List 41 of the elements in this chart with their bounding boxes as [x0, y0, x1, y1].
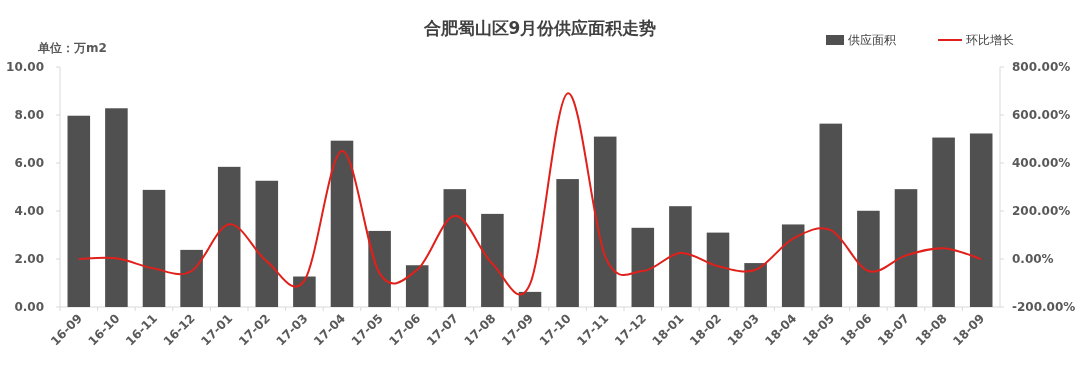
- bar: [481, 213, 504, 307]
- bar: [368, 230, 391, 307]
- bar: [293, 276, 316, 307]
- y2-tick-label: 400.00%: [1012, 156, 1071, 170]
- legend-label: 供应面积: [848, 33, 896, 47]
- bar: [932, 137, 955, 307]
- bar: [180, 249, 203, 307]
- bar: [443, 189, 467, 307]
- y-tick-label: 2.00: [14, 252, 44, 266]
- y2-tick-label: 0.00%: [1012, 252, 1054, 266]
- bar: [819, 123, 843, 307]
- bar: [669, 206, 692, 307]
- bar: [255, 180, 279, 307]
- chart-title: 合肥蜀山区9月份供应面积走势: [422, 18, 657, 38]
- bar: [67, 115, 91, 307]
- bar: [518, 291, 542, 307]
- bar: [894, 189, 918, 307]
- bar: [405, 265, 429, 307]
- bar: [706, 232, 730, 307]
- y-tick-label: 6.00: [14, 156, 44, 170]
- bar: [969, 133, 993, 307]
- bar: [631, 227, 655, 307]
- bar: [857, 210, 880, 307]
- y-tick-label: 10.00: [6, 60, 44, 74]
- bar: [330, 140, 354, 307]
- bar: [105, 108, 128, 307]
- y2-tick-label: 800.00%: [1012, 60, 1071, 74]
- bar: [142, 189, 166, 307]
- legend-label: 环比增长: [966, 33, 1014, 47]
- y-tick-label: 8.00: [14, 108, 44, 122]
- bar: [593, 136, 617, 307]
- bar: [744, 263, 767, 307]
- bar: [217, 166, 241, 307]
- y-axis-title: 单位：万m2: [37, 41, 107, 55]
- bar: [556, 179, 579, 307]
- y2-tick-label: -200.00%: [1012, 300, 1076, 314]
- bar: [781, 224, 805, 307]
- y-tick-label: 4.00: [14, 204, 44, 218]
- y-tick-label: 0.00: [14, 300, 44, 314]
- y2-tick-label: 600.00%: [1012, 108, 1071, 122]
- y2-tick-label: 200.00%: [1012, 204, 1071, 218]
